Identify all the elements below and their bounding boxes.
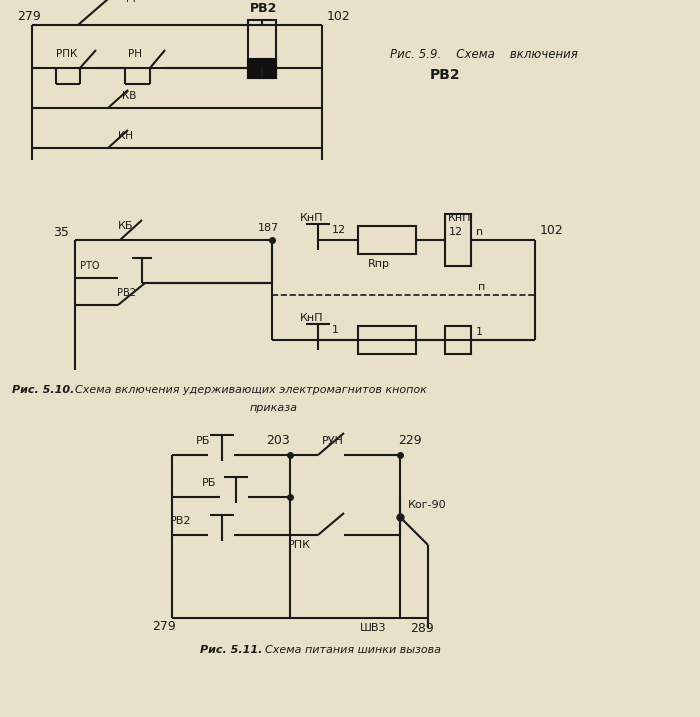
Text: 279: 279 <box>152 619 176 632</box>
Text: РН: РН <box>128 49 142 59</box>
Bar <box>358 226 416 254</box>
Text: 289: 289 <box>410 622 434 635</box>
Text: 229: 229 <box>398 435 421 447</box>
Text: 187: 187 <box>258 223 279 233</box>
Text: РВ2: РВ2 <box>117 288 136 298</box>
Text: 12: 12 <box>449 227 463 237</box>
Text: КнП: КнП <box>448 213 472 223</box>
Text: Рис. 5.11.: Рис. 5.11. <box>200 645 262 655</box>
Text: ШВ3: ШВ3 <box>360 623 386 633</box>
Text: 279: 279 <box>17 11 41 24</box>
Text: п: п <box>478 282 485 292</box>
Bar <box>445 214 471 266</box>
Text: Rпр: Rпр <box>368 259 390 269</box>
Text: КВ: КВ <box>122 91 136 101</box>
Bar <box>248 20 276 78</box>
Text: РБ: РБ <box>196 436 211 446</box>
Bar <box>358 326 416 354</box>
Text: РОД: РОД <box>112 0 136 2</box>
Text: 35: 35 <box>53 226 69 239</box>
Text: РПК: РПК <box>288 540 311 550</box>
Text: РБ: РБ <box>202 478 216 488</box>
Text: КнП: КнП <box>300 213 323 223</box>
Text: РТО: РТО <box>80 261 99 271</box>
Text: 1: 1 <box>476 327 483 337</box>
Text: 102: 102 <box>540 224 564 237</box>
Text: 1: 1 <box>332 325 339 335</box>
Text: 12: 12 <box>332 225 346 235</box>
Text: Рис. 5.10.: Рис. 5.10. <box>12 385 74 395</box>
Bar <box>445 326 471 354</box>
Text: n: n <box>476 227 483 237</box>
Text: КнП: КнП <box>300 313 323 323</box>
Text: Схема питания шинки вызова: Схема питания шинки вызова <box>265 645 441 655</box>
Text: 102: 102 <box>327 11 351 24</box>
Text: РВ2: РВ2 <box>170 516 192 526</box>
Text: приказа: приказа <box>250 403 298 413</box>
Text: Рис. 5.9.    Схема    включения: Рис. 5.9. Схема включения <box>390 49 578 62</box>
Bar <box>248 59 276 78</box>
Text: Ког-90: Ког-90 <box>408 500 447 510</box>
Text: КБ: КБ <box>118 221 134 231</box>
Text: Схема включения удерживающих электромагнитов кнопок: Схема включения удерживающих электромагн… <box>75 385 427 395</box>
Text: РВ2: РВ2 <box>250 1 277 14</box>
Text: 203: 203 <box>266 435 290 447</box>
Text: КН: КН <box>118 131 133 141</box>
Text: РУН: РУН <box>322 436 344 446</box>
Text: РПК: РПК <box>56 49 77 59</box>
Text: РВ2: РВ2 <box>430 68 461 82</box>
